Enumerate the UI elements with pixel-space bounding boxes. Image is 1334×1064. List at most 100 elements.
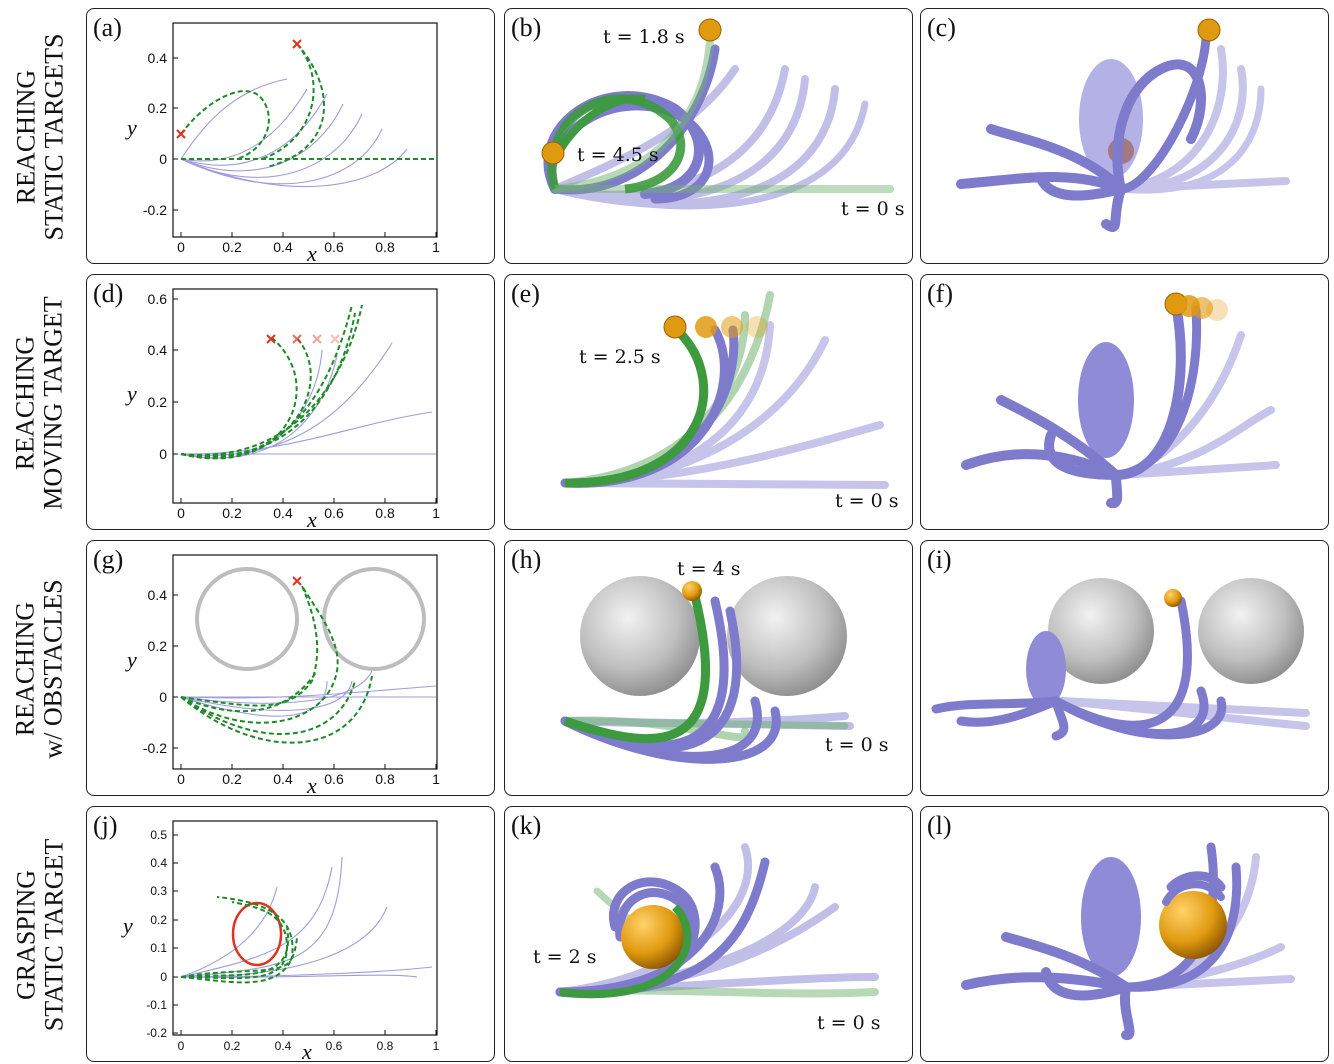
time-label-b2: t = 4.5 s — [577, 144, 659, 166]
tick-d-x5: 1 — [432, 505, 440, 521]
tick-a-x0: 0 — [177, 239, 185, 255]
obstacle-sphere-1 — [580, 576, 700, 696]
tick-g-y1: 0 — [159, 689, 167, 705]
plot-a: 0 0.2 0.4 0.6 0.8 1 -0.2 0 0.2 0.4 x y — [125, 22, 440, 264]
tick-a-x5: 1 — [432, 239, 440, 255]
time-label-e0: t = 0 s — [835, 490, 899, 512]
tick-j-x4: 0.8 — [377, 1039, 394, 1053]
tick-j-y3: 0.1 — [150, 941, 167, 955]
tick-g-x1: 0.2 — [222, 771, 242, 787]
render-k: t = 2 s t = 0 s — [533, 843, 881, 1034]
tick-a-x4: 0.8 — [375, 239, 395, 255]
tick-j-y2: 0 — [160, 970, 167, 984]
tick-g-x2: 0.4 — [273, 771, 293, 787]
ylabel-a: y — [125, 115, 137, 140]
render-f — [961, 292, 1280, 509]
obstacle-1 — [195, 567, 299, 671]
panel-l: (l) — [920, 806, 1329, 1062]
tick-j-x5: 1 — [433, 1039, 440, 1053]
tick-j-x2: 0.4 — [275, 1039, 292, 1053]
ylabel-d: y — [125, 381, 137, 406]
row-label-2: REACHING MOVING TARGET — [11, 296, 68, 510]
panel-label-i: (i) — [927, 545, 952, 574]
time-label-k0: t = 0 s — [817, 1012, 881, 1034]
panel-d: 0 0.2 0.4 0.6 0.8 1 0 0.2 0.4 0.6 x y (d… — [86, 274, 495, 530]
panel-label-l: (l) — [927, 811, 952, 840]
tick-d-x2: 0.4 — [273, 505, 293, 521]
tick-a-y2: 0.2 — [148, 100, 168, 116]
tick-g-x3: 0.6 — [324, 771, 344, 787]
grasp-target-ball-k — [621, 905, 685, 969]
tick-g-x5: 1 — [432, 771, 440, 787]
panel-label-a: (a) — [93, 13, 122, 42]
tick-j-x0: 0 — [178, 1039, 185, 1053]
xlabel-d: x — [306, 507, 317, 530]
render-h: t = 4 s t = 0 s — [560, 558, 889, 764]
render-e: t = 2.5 s t = 0 s — [560, 291, 899, 512]
grasp-target-ball-l — [1159, 891, 1227, 959]
row-label-3: REACHING w/ OBSTACLES — [11, 579, 69, 759]
row-label-4: GRASPING STATIC TARGET — [11, 838, 68, 1032]
panel-label-c: (c) — [927, 13, 956, 42]
panel-label-f: (f) — [927, 279, 953, 308]
tick-d-x0: 0 — [177, 505, 185, 521]
plot-j: 0 0.2 0.4 0.6 0.8 1 -0.2 -0.1 0 0.1 0.2 … — [121, 820, 440, 1062]
tick-a-y0: -0.2 — [143, 202, 167, 218]
tick-a-x2: 0.4 — [273, 239, 293, 255]
tick-d-y3: 0.6 — [148, 291, 168, 307]
tick-g-y2: 0.2 — [148, 638, 168, 654]
tick-j-x1: 0.2 — [224, 1039, 241, 1053]
tick-d-y1: 0.2 — [148, 394, 168, 410]
panel-j: 0 0.2 0.4 0.6 0.8 1 -0.2 -0.1 0 0.1 0.2 … — [86, 806, 495, 1062]
xlabel-g: x — [306, 773, 317, 796]
tick-j-y0: -0.2 — [146, 1026, 167, 1040]
tick-j-y4: 0.2 — [150, 913, 167, 927]
tick-a-y3: 0.4 — [148, 50, 168, 66]
tick-j-y6: 0.4 — [150, 856, 167, 870]
time-label-h1: t = 4 s — [677, 558, 741, 580]
tick-a-x3: 0.6 — [324, 239, 344, 255]
panel-a: 0 0.2 0.4 0.6 0.8 1 -0.2 0 0.2 0.4 x y (… — [86, 8, 495, 264]
panel-label-e: (e) — [511, 279, 540, 308]
row-label-1: REACHING STATIC TARGETS — [11, 33, 69, 241]
obstacle-2 — [322, 567, 426, 671]
render-l — [961, 842, 1295, 1040]
obstacle-sphere-4 — [1198, 578, 1304, 684]
panel-k: t = 2 s t = 0 s (k) — [504, 806, 913, 1062]
tick-d-y0: 0 — [159, 446, 167, 462]
panel-label-j: (j) — [93, 811, 118, 840]
panel-f: (f) — [920, 274, 1329, 530]
target-circle-j — [231, 901, 283, 967]
tick-j-x3: 0.6 — [326, 1039, 343, 1053]
time-label-h0: t = 0 s — [825, 734, 889, 756]
tick-g-x0: 0 — [177, 771, 185, 787]
obstacle-sphere-3 — [1048, 578, 1154, 684]
panel-h: t = 4 s t = 0 s (h) — [504, 540, 913, 796]
ylabel-g: y — [125, 647, 137, 672]
tick-j-y1: -0.1 — [146, 998, 167, 1012]
panel-label-d: (d) — [93, 279, 124, 308]
tick-d-y2: 0.4 — [148, 342, 168, 358]
plot-d: 0 0.2 0.4 0.6 0.8 1 0 0.2 0.4 0.6 x y — [125, 288, 440, 530]
tick-a-x1: 0.2 — [222, 239, 242, 255]
panel-e: t = 2.5 s t = 0 s (e) — [504, 274, 913, 530]
panel-g: 0 0.2 0.4 0.6 0.8 1 -0.2 0 0.2 0.4 x y (… — [86, 540, 495, 796]
ylabel-j: y — [121, 913, 133, 938]
xlabel-j: x — [301, 1039, 312, 1062]
tick-d-x1: 0.2 — [222, 505, 242, 521]
tick-j-y7: 0.5 — [150, 828, 167, 842]
tick-g-y0: -0.2 — [143, 740, 167, 756]
render-i — [931, 578, 1310, 741]
tick-a-y1: 0 — [159, 151, 167, 167]
render-b: t = 1.8 s t = 4.5 s t = 0 s — [541, 18, 905, 220]
tick-g-y3: 0.4 — [148, 587, 168, 603]
panel-b: t = 1.8 s t = 4.5 s t = 0 s (b) — [504, 8, 913, 264]
panel-label-k: (k) — [511, 811, 542, 840]
xlabel-a: x — [306, 241, 317, 264]
time-label-k1: t = 2 s — [533, 946, 597, 968]
panel-label-h: (h) — [511, 545, 542, 574]
obstacle-sphere-2 — [727, 576, 847, 696]
time-label-e1: t = 2.5 s — [579, 346, 661, 368]
tick-d-x4: 0.8 — [375, 505, 395, 521]
render-c — [956, 18, 1290, 233]
